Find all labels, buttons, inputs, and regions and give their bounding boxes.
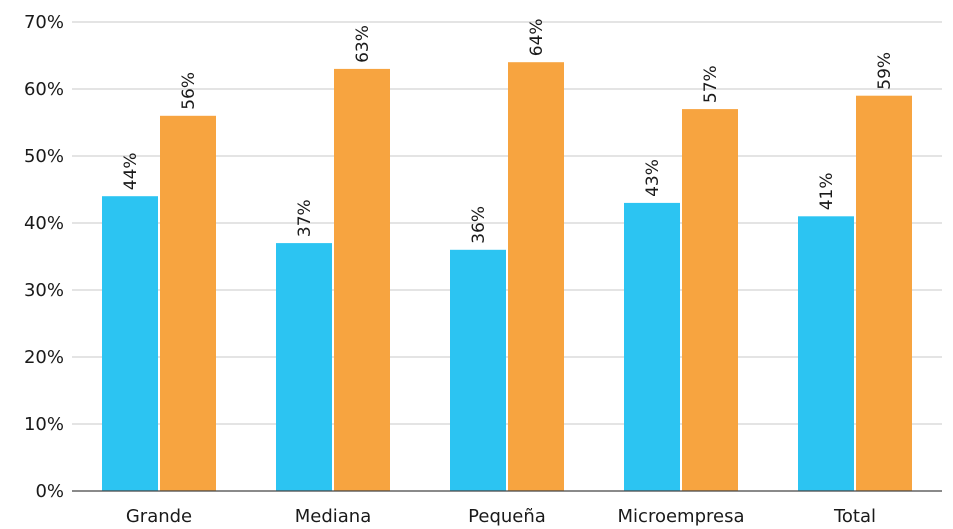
bar: [682, 109, 738, 491]
bar: [624, 202, 680, 491]
data-label: 41%: [817, 173, 837, 211]
x-category-label: Total: [833, 506, 876, 527]
y-tick-label: 20%: [24, 347, 64, 368]
x-category-label: Pequeña: [468, 506, 546, 527]
bar: [102, 196, 158, 491]
bar: [450, 249, 506, 491]
data-label: 37%: [295, 199, 315, 237]
y-tick-label: 10%: [24, 414, 64, 435]
y-tick-label: 30%: [24, 280, 64, 301]
data-labels: 44% 56% 37% 63% 36% 64% 43% 57% 41% 59%: [121, 18, 895, 243]
x-category-label: Microempresa: [618, 506, 745, 527]
y-tick-label: 40%: [24, 213, 64, 234]
y-axis-ticks: 0% 10% 20% 30% 40% 50% 60% 70%: [24, 12, 64, 502]
gridlines: [72, 21, 942, 425]
y-tick-label: 50%: [24, 146, 64, 167]
bar: [798, 216, 854, 492]
data-label: 64%: [527, 18, 547, 56]
bar: [508, 62, 564, 491]
data-label: 57%: [701, 65, 721, 103]
data-label: 56%: [179, 72, 199, 110]
data-label: 59%: [875, 52, 895, 90]
x-category-label: Grande: [126, 506, 192, 527]
bar: [334, 68, 390, 492]
data-label: 43%: [643, 159, 663, 197]
bar: [160, 115, 216, 492]
data-label: 44%: [121, 152, 141, 190]
bar: [856, 95, 912, 491]
bars: [102, 62, 912, 492]
bar: [276, 243, 332, 491]
y-tick-label: 0%: [35, 481, 64, 502]
x-axis-categories: Grande Mediana Pequeña Microempresa Total: [126, 506, 876, 527]
y-tick-label: 70%: [24, 12, 64, 33]
data-label: 63%: [353, 25, 373, 63]
y-tick-label: 60%: [24, 79, 64, 100]
x-category-label: Mediana: [295, 506, 372, 527]
data-label: 36%: [469, 206, 489, 244]
